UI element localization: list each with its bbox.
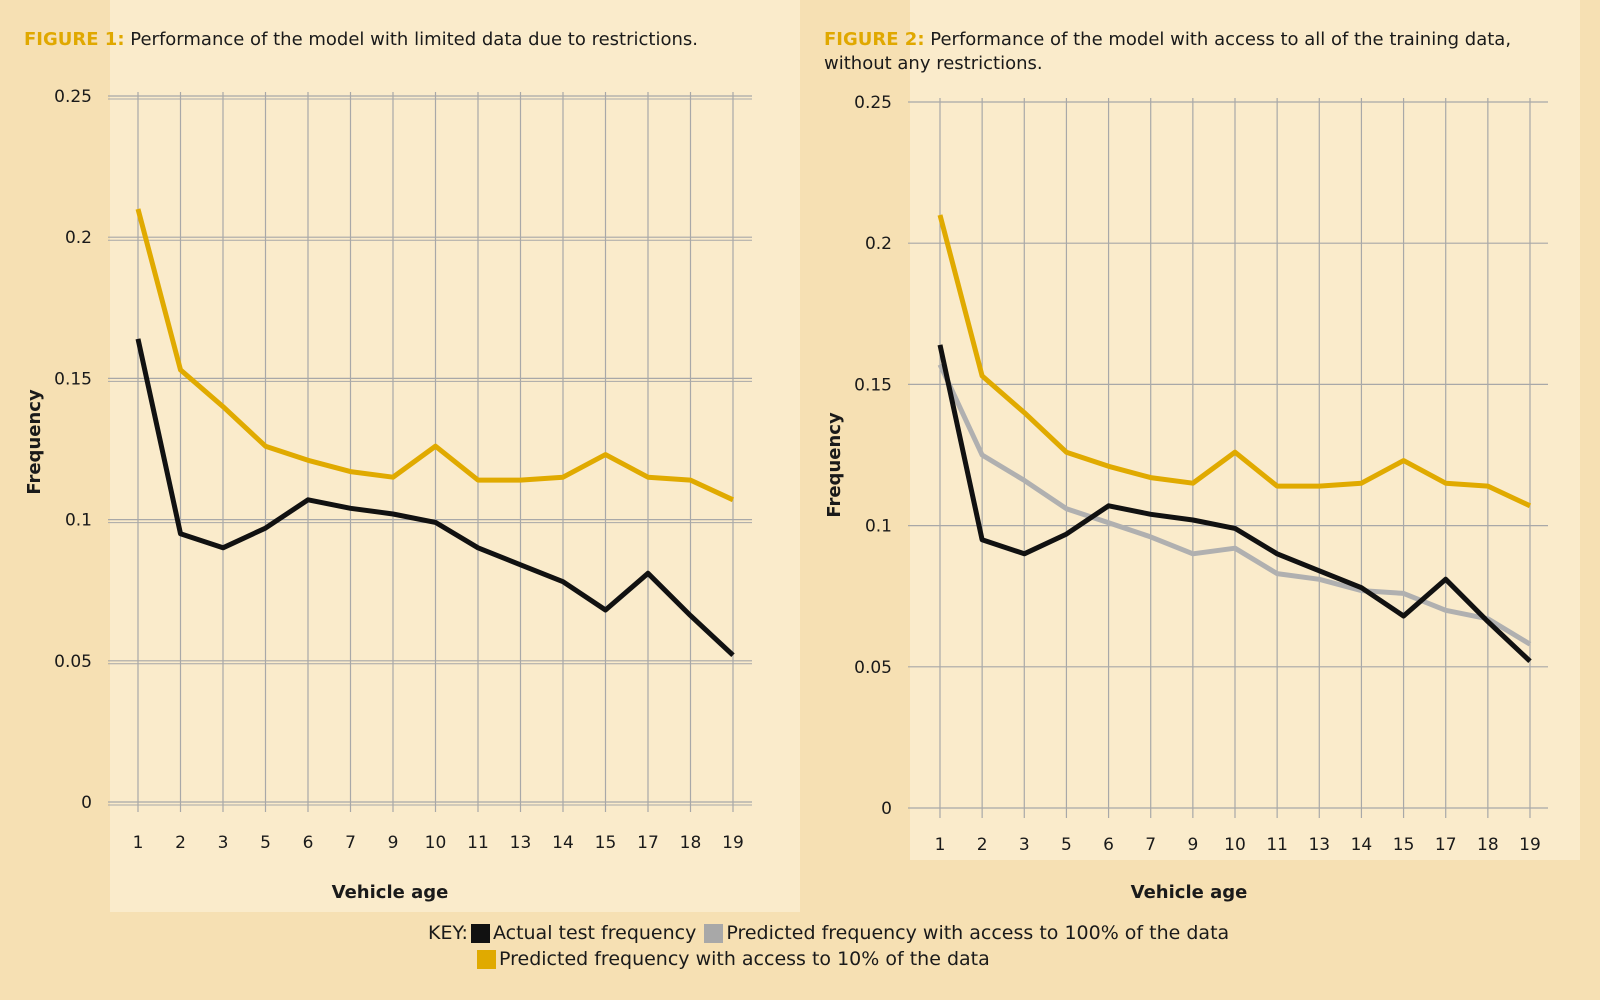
figure-1-xtick-label: 3 [218, 833, 229, 853]
figure-1-xtick-label: 18 [680, 833, 702, 853]
figure-2-label: FIGURE 2: [824, 29, 925, 50]
legend-prefix: KEY: [428, 922, 468, 944]
figure-1-xtick-label: 7 [345, 833, 356, 853]
figure-2-xtick-label: 19 [1519, 835, 1541, 855]
figure-1-ylabel: Frequency [24, 389, 45, 495]
figure-2-xlabel: Vehicle age [1131, 882, 1248, 903]
legend-swatch-pred10 [477, 949, 496, 969]
figure-2-ytick-label: 0.1 [865, 517, 892, 537]
legend-row-1: KEY: Actual test frequency Predicted fre… [428, 920, 1229, 946]
figure-1-title: FIGURE 1: Performance of the model with … [24, 28, 764, 52]
legend-swatch-pred100 [704, 923, 724, 943]
figure-1-panel [110, 0, 800, 912]
figure-2-xtick-label: 6 [1103, 835, 1114, 855]
figure-2-xtick-label: 17 [1435, 835, 1457, 855]
figure-2-title-text: Performance of the model with access to … [824, 29, 1512, 74]
figure-2-xtick-label: 2 [977, 835, 988, 855]
legend: KEY: Actual test frequency Predicted fre… [428, 920, 1229, 972]
figure-2-xtick-label: 11 [1266, 835, 1288, 855]
legend-item-pred10: Predicted frequency with access to 10% o… [499, 948, 990, 970]
figure-1-xtick-label: 13 [510, 833, 532, 853]
figure-2-ytick-label: 0.2 [865, 234, 892, 254]
figure-2-ytick-label: 0.15 [854, 375, 892, 395]
figure-1-xtick-label: 15 [595, 833, 617, 853]
figure-2-xtick-label: 18 [1477, 835, 1499, 855]
figure-1-xtick-label: 9 [388, 833, 399, 853]
figure-1-xlabel: Vehicle age [332, 882, 449, 903]
figure-2-xtick-label: 7 [1145, 835, 1156, 855]
figure-1-xtick-label: 6 [303, 833, 314, 853]
figure-1-xtick-label: 17 [637, 833, 659, 853]
figure-2-xtick-label: 1 [935, 835, 946, 855]
figure-1-ytick-label: 0.2 [65, 228, 92, 248]
legend-row-2: Predicted frequency with access to 10% o… [474, 946, 1229, 972]
figure-1-xtick-label: 10 [425, 833, 447, 853]
figure-1-xtick-label: 2 [175, 833, 186, 853]
legend-swatch-actual [470, 923, 490, 943]
legend-item-actual: Actual test frequency [492, 922, 697, 944]
figure-2-xtick-label: 9 [1187, 835, 1198, 855]
figure-2-xtick-label: 3 [1019, 835, 1030, 855]
figure-1-xtick-label: 11 [467, 833, 489, 853]
figure-2-ytick-label: 0 [881, 799, 892, 819]
figure-2-panel [910, 0, 1580, 860]
figure-1-ytick-label: 0.1 [65, 511, 92, 531]
figure-2-xtick-label: 5 [1061, 835, 1072, 855]
figure-2-ytick-label: 0.25 [854, 93, 892, 113]
figure-1-ytick-label: 0.15 [54, 369, 92, 389]
figure-2-xtick-label: 15 [1393, 835, 1415, 855]
figure-2-xtick-label: 10 [1224, 835, 1246, 855]
figure-2-xtick-label: 13 [1308, 835, 1330, 855]
legend-item-pred100: Predicted frequency with access to 100% … [726, 922, 1230, 944]
figure-1-title-text: Performance of the model with limited da… [130, 29, 698, 50]
figure-1-xtick-label: 1 [133, 833, 144, 853]
figure-2-ylabel: Frequency [824, 412, 845, 518]
figure-1-xtick-label: 5 [260, 833, 271, 853]
figure-1-xtick-label: 14 [552, 833, 574, 853]
figure-1-xtick-label: 19 [722, 833, 744, 853]
figure-2-title: FIGURE 2: Performance of the model with … [824, 28, 1544, 76]
figure-1-ytick-label: 0 [81, 793, 92, 813]
figure-2-xtick-label: 14 [1351, 835, 1373, 855]
figure-1-ytick-label: 0.05 [54, 652, 92, 672]
figure-1-label: FIGURE 1: [24, 29, 125, 50]
figure-1-ytick-label: 0.25 [54, 87, 92, 107]
figure-2-ytick-label: 0.05 [854, 658, 892, 678]
